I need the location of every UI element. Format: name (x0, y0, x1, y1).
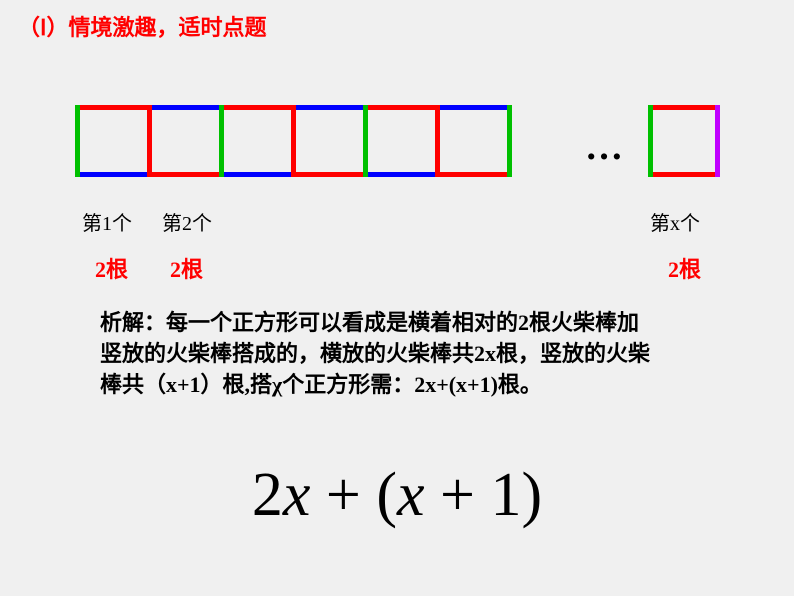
stick-top (435, 105, 507, 110)
formula-p1: 2 (252, 461, 283, 529)
stick-top (147, 105, 219, 110)
stick-bottom (147, 172, 219, 177)
formula-p5: + 1) (425, 461, 543, 529)
formula-p4: x (397, 461, 425, 529)
stick-bottom (435, 172, 507, 177)
explanation-text: 析解：每一个正方形可以看成是横着相对的2根火柴棒加竖放的火柴棒搭成的，横放的火柴… (100, 308, 660, 400)
ellipsis: … (585, 125, 625, 169)
label-first: 第1个 (82, 207, 132, 236)
stick-vertical (75, 105, 80, 177)
formula-p3: + ( (310, 461, 397, 529)
stick-vertical (507, 105, 512, 177)
stick-vertical (648, 105, 653, 177)
formula-p2: x (283, 461, 311, 529)
stick-top (75, 105, 147, 110)
section-title: （Ⅰ）情境激趣，适时点题 (18, 10, 267, 42)
count-first: 2根 (95, 252, 128, 284)
stick-bottom (291, 172, 363, 177)
label-xth: 第x个 (650, 207, 700, 236)
stick-top (648, 105, 720, 110)
stick-vertical (147, 105, 152, 177)
stick-bottom (75, 172, 147, 177)
stick-bottom (219, 172, 291, 177)
stick-vertical (363, 105, 368, 177)
stick-bottom (648, 172, 720, 177)
stick-top (219, 105, 291, 110)
stick-vertical (435, 105, 440, 177)
stick-vertical (219, 105, 224, 177)
stick-bottom (363, 172, 435, 177)
formula: 2x + (x + 1) (0, 460, 794, 531)
stick-top (363, 105, 435, 110)
label-second: 第2个 (162, 207, 212, 236)
count-second: 2根 (170, 252, 203, 284)
stick-vertical (291, 105, 296, 177)
count-xth: 2根 (668, 252, 701, 284)
stick-vertical (715, 105, 720, 177)
stick-top (291, 105, 363, 110)
